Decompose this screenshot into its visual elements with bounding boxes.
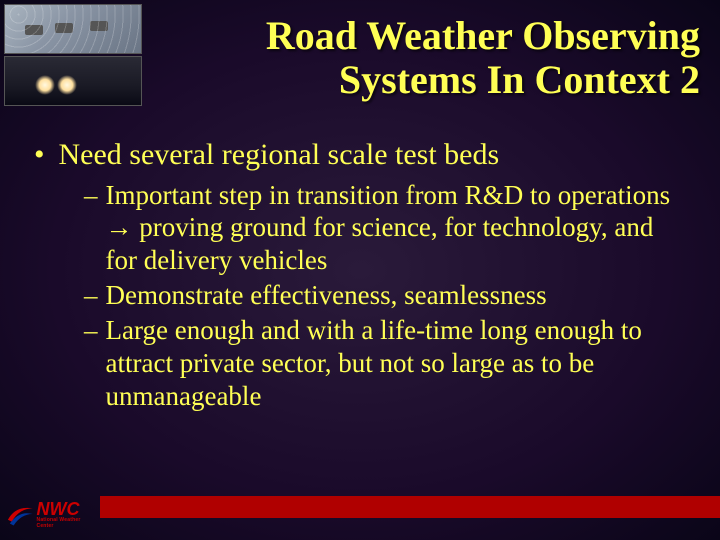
corner-photo-stack — [4, 4, 144, 108]
nwc-logo: NWC National Weather Center — [6, 494, 96, 536]
sub-text: Demonstrate effectiveness, seamlessness — [106, 279, 547, 312]
sub-bullet-list: – Important step in transition from R&D … — [84, 179, 680, 414]
bullet-level-1: • Need several regional scale test beds — [30, 138, 680, 173]
sub-bullet-2: – Demonstrate effectiveness, seamlessnes… — [84, 279, 680, 312]
sub-marker: – — [84, 179, 98, 211]
sub-bullet-3: – Large enough and with a life-time long… — [84, 314, 680, 413]
sub-bullet-1: – Important step in transition from R&D … — [84, 179, 680, 278]
logo-subtitle: National Weather Center — [37, 517, 96, 529]
title-line-1: Road Weather Observing — [266, 13, 700, 58]
sub-marker: – — [84, 314, 98, 346]
snowy-road-photo — [4, 4, 142, 54]
bullet-marker: • — [34, 138, 45, 171]
logo-text: NWC National Weather Center — [37, 501, 96, 529]
night-headlights-photo — [4, 56, 142, 106]
slide-body: • Need several regional scale test beds … — [30, 138, 680, 415]
sub-text-pre: Important step in transition from R&D to… — [106, 180, 671, 210]
slide-title: Road Weather Observing Systems In Contex… — [150, 14, 700, 102]
sub-marker: – — [84, 279, 98, 311]
slide-footer: NWC National Weather Center — [0, 490, 720, 540]
logo-swoosh-icon — [6, 500, 35, 530]
title-line-2: Systems In Context 2 — [339, 57, 700, 102]
sub-text: Large enough and with a life-time long e… — [106, 314, 681, 413]
bullet-text: Need several regional scale test beds — [59, 138, 500, 173]
sub-text-post: proving ground for science, for technolo… — [106, 212, 654, 275]
sub-text: Important step in transition from R&D to… — [106, 179, 681, 278]
logo-acronym: NWC — [37, 501, 96, 517]
arrow-icon: → — [106, 212, 133, 242]
footer-red-bar — [100, 496, 720, 518]
